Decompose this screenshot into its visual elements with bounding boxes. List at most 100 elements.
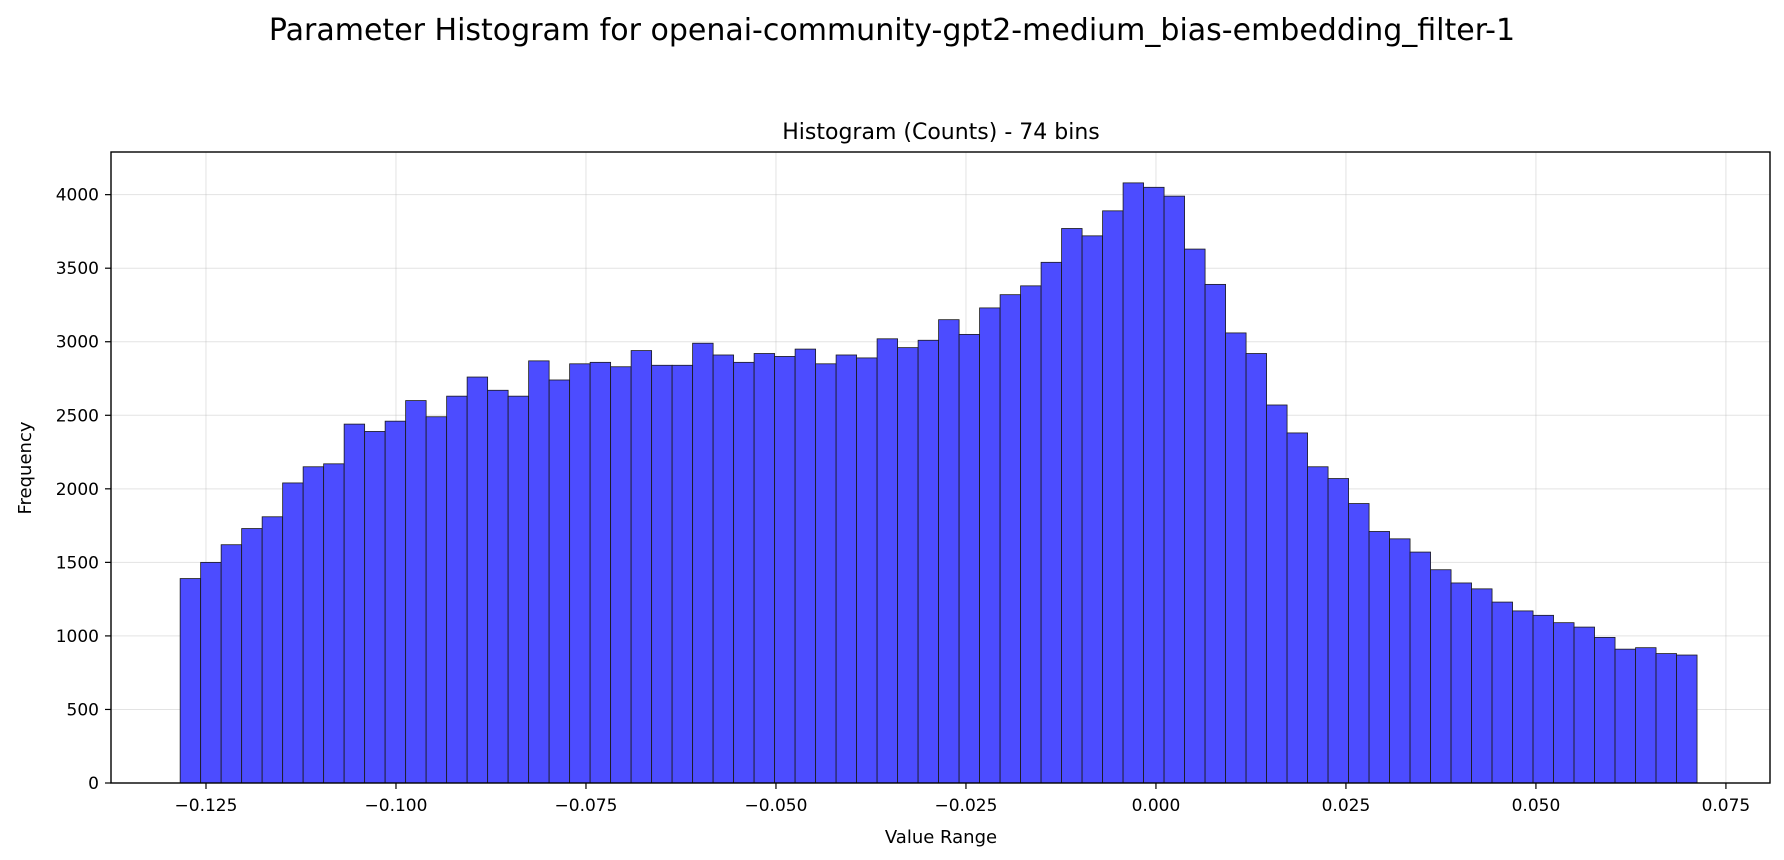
- y-tick-label: 1500: [56, 553, 99, 573]
- y-tick-label: 2500: [56, 406, 99, 426]
- histogram-bar: [999, 294, 1021, 784]
- histogram-bar: [979, 307, 1001, 784]
- histogram-bar: [405, 400, 427, 784]
- histogram-bar: [1450, 582, 1472, 784]
- x-tick-label: 0.025: [1322, 796, 1371, 816]
- histogram-bar: [917, 339, 940, 784]
- histogram-bar: [692, 342, 714, 784]
- histogram-bar: [610, 366, 632, 784]
- histogram-bar: [1409, 551, 1431, 784]
- histogram-bar: [1573, 626, 1595, 784]
- histogram-bar: [343, 423, 366, 784]
- histogram-bar: [220, 544, 243, 784]
- histogram-bar: [1143, 186, 1165, 784]
- histogram-bar: [200, 561, 222, 784]
- x-tick-label: −0.100: [365, 796, 428, 816]
- histogram-bar: [507, 395, 530, 784]
- y-tick-label: 2000: [56, 480, 99, 500]
- chart-suptitle: Parameter Histogram for openai-community…: [269, 13, 1515, 48]
- x-tick-label: −0.050: [745, 796, 808, 816]
- histogram-bar: [876, 338, 899, 784]
- histogram-bar: [774, 356, 796, 784]
- histogram-bar: [384, 420, 407, 784]
- chart-title: Histogram (Counts) - 74 bins: [782, 120, 1099, 145]
- histogram-bar: [1512, 610, 1534, 784]
- histogram-bar: [1594, 636, 1616, 784]
- x-axis-ticks: −0.125 −0.100 −0.075 −0.050 −0.025 0.000 0.025…: [175, 783, 1751, 816]
- histogram-bar: [1122, 182, 1144, 784]
- histogram-bar: [425, 416, 448, 784]
- histogram-bar: [1471, 588, 1493, 784]
- histogram-bar: [938, 319, 960, 784]
- histogram-bar: [446, 395, 468, 784]
- histogram-bar: [897, 347, 919, 784]
- histogram-bar: [1327, 478, 1349, 784]
- x-tick-label: −0.025: [934, 796, 997, 816]
- histogram-bar: [1040, 261, 1062, 784]
- histogram-bar: [1286, 432, 1308, 784]
- x-tick-label: 0.075: [1702, 796, 1751, 816]
- histogram-bar: [1614, 648, 1636, 784]
- histogram-bar: [753, 353, 776, 784]
- histogram-bar: [1061, 228, 1083, 784]
- histogram-bar: [1020, 285, 1042, 784]
- histogram-bars: [179, 182, 1698, 784]
- histogram-bar: [1676, 654, 1698, 784]
- histogram-bar: [1081, 235, 1103, 784]
- histogram-bar: [466, 376, 489, 784]
- histogram-bar: [1532, 614, 1554, 784]
- histogram-bar: [241, 528, 263, 784]
- histogram-bar: [589, 361, 612, 784]
- x-tick-label: 0.050: [1512, 796, 1561, 816]
- histogram-bar: [1204, 283, 1226, 784]
- histogram-bar: [794, 348, 817, 784]
- histogram-bar: [1491, 601, 1513, 784]
- histogram-bar: [261, 516, 284, 784]
- histogram-bar: [1245, 353, 1267, 784]
- histogram-bar: [1163, 195, 1185, 784]
- histogram-bar: [364, 431, 386, 784]
- histogram-bar: [282, 482, 304, 784]
- histogram-bar: [671, 364, 694, 784]
- histogram-bar: [856, 357, 878, 784]
- histogram-bar: [548, 379, 571, 784]
- histogram-bar: [1655, 653, 1677, 784]
- histogram-bar: [302, 466, 325, 784]
- x-tick-label: −0.125: [175, 796, 238, 816]
- histogram-bar: [958, 333, 980, 784]
- histogram-bar: [528, 360, 550, 784]
- histogram-bar: [1225, 332, 1247, 784]
- histogram-bar: [569, 363, 591, 784]
- histogram-bar: [1184, 248, 1206, 784]
- y-axis-ticks: 0 500 1000 1500 2000 2500 3000 3500 4000: [56, 186, 111, 794]
- histogram-bar: [487, 389, 509, 784]
- histogram-bar: [712, 354, 735, 784]
- histogram-bar: [733, 361, 755, 784]
- histogram-bar: [1635, 647, 1657, 784]
- histogram-bar: [1368, 531, 1390, 784]
- histogram-bar: [1266, 404, 1288, 784]
- histogram-bar: [835, 354, 858, 784]
- plot-frame: [110, 151, 1771, 784]
- y-tick-label: 3000: [56, 333, 99, 353]
- y-axis-label: Frequency: [15, 421, 36, 514]
- histogram-bar: [1389, 538, 1411, 784]
- histogram-bar: [1430, 569, 1452, 784]
- histogram-bar: [1307, 466, 1329, 784]
- histogram-bar: [1348, 503, 1370, 784]
- histogram-bar: [1553, 622, 1575, 784]
- histogram-bar: [1102, 210, 1124, 784]
- y-tick-label: 4000: [56, 186, 99, 206]
- histogram-bar: [179, 578, 202, 784]
- y-tick-label: 500: [67, 700, 99, 720]
- x-axis-label: Value Range: [885, 827, 997, 848]
- y-tick-label: 0: [88, 774, 99, 794]
- histogram-bar: [651, 364, 673, 784]
- x-tick-label: 0.000: [1132, 796, 1181, 816]
- histogram-bar: [323, 463, 345, 784]
- histogram-bar: [630, 350, 653, 784]
- y-tick-label: 3500: [56, 259, 99, 279]
- x-tick-label: −0.075: [555, 796, 618, 816]
- histogram-bar: [815, 363, 837, 784]
